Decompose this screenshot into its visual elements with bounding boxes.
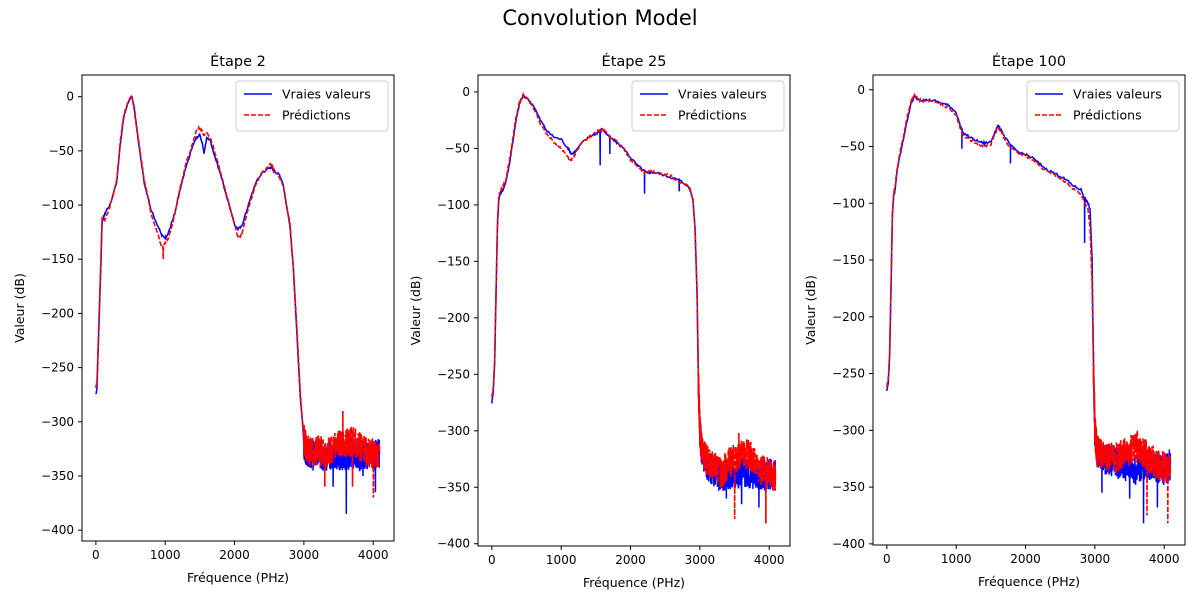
y-tick-label: −200 — [437, 311, 470, 325]
subplot-title: Étape 100 — [992, 53, 1066, 70]
y-tick-label: −50 — [445, 141, 470, 155]
x-tick-label: 2000 — [219, 548, 250, 562]
x-tick-label: 4000 — [754, 553, 785, 567]
y-tick-label: −200 — [832, 310, 865, 324]
legend-label: Vraies valeurs — [678, 87, 767, 102]
y-tick-label: −300 — [437, 424, 470, 438]
y-tick-label: −100 — [41, 198, 74, 212]
y-tick-label: −100 — [437, 198, 470, 212]
subplot-etape-100: 0 1000 2000 3000 4000 0 −50 −100 −150 −200 −250 −30… — [803, 53, 1186, 589]
y-tick-label: −200 — [41, 306, 74, 320]
y-tick-label: −50 — [840, 140, 865, 154]
x-tick-label: 0 — [883, 552, 891, 566]
x-tick-label: 3000 — [685, 553, 716, 567]
x-tick-label: 2000 — [1010, 552, 1041, 566]
x-axis-label: Fréquence (PHz) — [978, 574, 1080, 589]
y-tick-label: −150 — [832, 253, 865, 267]
y-tick-label: −300 — [41, 415, 74, 429]
legend-label: Prédictions — [282, 108, 351, 123]
axes-frame — [872, 74, 1186, 546]
y-tick-label: −150 — [41, 252, 74, 266]
x-tick-label: 0 — [92, 548, 100, 562]
x-tick-label: 4000 — [358, 548, 389, 562]
y-tick-label: 0 — [66, 90, 74, 104]
y-axis-label: Valeur (dB) — [12, 273, 27, 343]
y-tick-label: −350 — [437, 480, 470, 494]
x-tick-label: 1000 — [546, 553, 577, 567]
y-tick-label: −100 — [832, 196, 865, 210]
x-tick-label: 0 — [488, 553, 496, 567]
y-tick-label: −350 — [41, 469, 74, 483]
subplot-etape-2: 0 1000 2000 3000 4000 0 −50 −100 −150 −200 −250 −30… — [12, 53, 395, 585]
y-tick-label: −400 — [437, 537, 470, 551]
y-tick-label: 0 — [857, 83, 865, 97]
y-tick-label: −250 — [832, 367, 865, 381]
y-tick-label: −300 — [832, 423, 865, 437]
x-axis-label: Fréquence (PHz) — [583, 575, 685, 590]
y-tick-label: −250 — [41, 361, 74, 375]
series-line-predictions — [95, 95, 381, 498]
legend: Vraies valeurs Prédictions — [1026, 80, 1180, 132]
y-tick-label: −250 — [437, 367, 470, 381]
series-line-predictions — [491, 91, 777, 524]
subplot-title: Étape 2 — [210, 53, 266, 70]
x-tick-label: 1000 — [941, 552, 972, 566]
x-tick-label: 2000 — [615, 553, 646, 567]
legend-label: Vraies valeurs — [282, 87, 371, 102]
subplot-etape-25: 0 1000 2000 3000 4000 0 −50 −100 −150 −200 −250 −30… — [408, 53, 791, 590]
x-tick-label: 3000 — [1080, 552, 1111, 566]
y-tick-label: 0 — [462, 85, 470, 99]
series-line-true-values — [886, 94, 1172, 524]
y-tick-label: −350 — [832, 480, 865, 494]
legend-box — [235, 80, 389, 132]
y-axis-label: Valeur (dB) — [803, 275, 818, 345]
y-axis-label: Valeur (dB) — [408, 276, 423, 346]
axes-frame — [81, 74, 395, 542]
legend-label: Prédictions — [1073, 108, 1142, 123]
x-axis-label: Fréquence (PHz) — [187, 570, 289, 585]
legend-box — [1026, 80, 1180, 132]
y-tick-label: −400 — [41, 523, 74, 537]
series-line-predictions — [886, 92, 1172, 524]
y-tick-label: −400 — [832, 537, 865, 551]
legend: Vraies valeurs Prédictions — [235, 80, 389, 132]
x-tick-label: 4000 — [1149, 552, 1180, 566]
y-tick-label: −50 — [49, 144, 74, 158]
legend-box — [631, 80, 785, 132]
x-tick-label: 1000 — [150, 548, 181, 562]
legend-label: Prédictions — [678, 108, 747, 123]
x-tick-label: 3000 — [289, 548, 320, 562]
y-tick-label: −150 — [437, 254, 470, 268]
legend: Vraies valeurs Prédictions — [631, 80, 785, 132]
legend-label: Vraies valeurs — [1073, 87, 1162, 102]
figure-title: Convolution Model — [502, 6, 698, 30]
axes-frame — [477, 74, 791, 547]
subplot-title: Étape 25 — [602, 53, 667, 70]
